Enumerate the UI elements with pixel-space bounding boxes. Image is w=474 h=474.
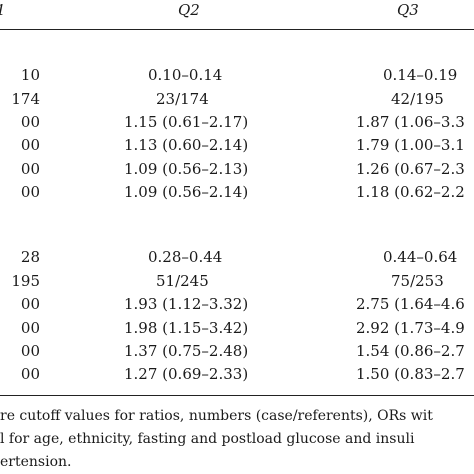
cell-q2: 1.09 (0.56–2.14): [124, 183, 249, 201]
cell-q1: 00: [20, 183, 40, 201]
cell-q3: 2.92 (1.73–4.9: [356, 319, 465, 337]
cell-q3: 0.44–0.64: [383, 248, 458, 266]
cell-q2: 0.10–0.14: [148, 66, 223, 84]
cell-q3: 1.79 (1.00–3.1: [356, 136, 465, 154]
cell-q3: 1.87 (1.06–3.3: [356, 113, 465, 131]
cell-q3: 75/253: [391, 272, 444, 290]
footnote-line-3: ertension.: [0, 454, 72, 470]
cell-q2: 23/174: [156, 90, 209, 108]
header-q2: Q2: [178, 1, 200, 19]
cell-q2: 1.15 (0.61–2.17): [124, 113, 249, 131]
cell-q3: 0.14–0.19: [383, 66, 458, 84]
footnote-line-1: re cutoff values for ratios, numbers (ca…: [0, 408, 433, 424]
cell-q2: 51/245: [156, 272, 209, 290]
cell-q2: 1.93 (1.12–3.32): [124, 295, 249, 313]
bottom-rule: [0, 395, 474, 396]
cell-q3: 1.18 (0.62–2.2: [356, 183, 465, 201]
cell-q1: 00: [20, 365, 40, 383]
cell-q1: 00: [20, 136, 40, 154]
cell-q1: 10: [20, 66, 40, 84]
header-q3: Q3: [397, 1, 419, 19]
cell-q2: 1.27 (0.69–2.33): [124, 365, 249, 383]
cell-q3: 1.54 (0.86–2.7: [356, 342, 465, 360]
cell-q3: 1.26 (0.67–2.3: [356, 160, 465, 178]
footnote-line-2: l for age, ethnicity, fasting and postlo…: [0, 431, 415, 447]
cell-q2: 1.37 (0.75–2.48): [124, 342, 249, 360]
cell-q1: 00: [20, 342, 40, 360]
header-q1: 1: [0, 0, 6, 20]
cell-q1: 28: [20, 248, 40, 266]
cell-q2: 1.09 (0.56–2.13): [124, 160, 249, 178]
cell-q1: 00: [20, 160, 40, 178]
cell-q2: 1.98 (1.15–3.42): [124, 319, 249, 337]
cell-q1: 00: [20, 113, 40, 131]
cell-q3: 42/195: [391, 90, 444, 108]
cell-q3: 2.75 (1.64–4.6: [356, 295, 465, 313]
cell-q1: 00: [20, 295, 40, 313]
cell-q1: 174: [11, 90, 40, 108]
cell-q1: 00: [20, 319, 40, 337]
cell-q2: 0.28–0.44: [148, 248, 223, 266]
cell-q2: 1.13 (0.60–2.14): [124, 136, 249, 154]
header-rule: [0, 29, 474, 30]
cell-q1: 195: [11, 272, 40, 290]
cell-q3: 1.50 (0.83–2.7: [356, 365, 465, 383]
